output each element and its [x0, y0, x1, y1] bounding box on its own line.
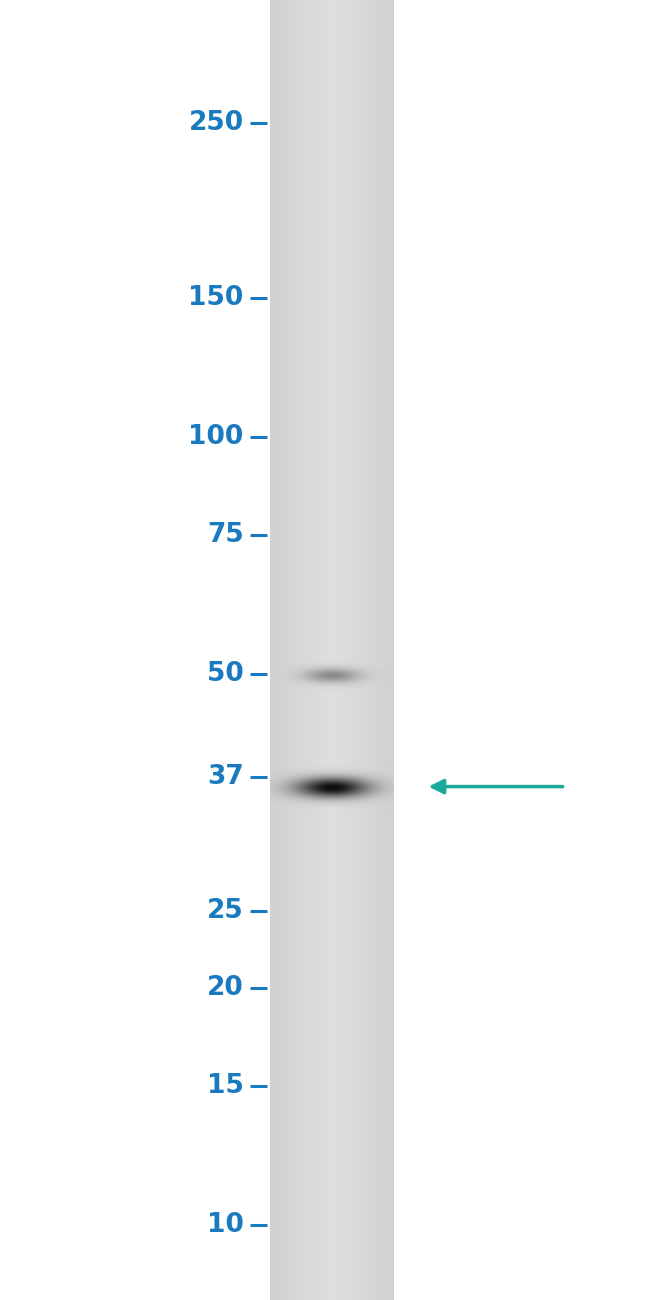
Text: 20: 20 — [207, 975, 244, 1001]
Text: 50: 50 — [207, 662, 244, 688]
Text: 10: 10 — [207, 1212, 244, 1238]
Text: 25: 25 — [207, 898, 244, 924]
Text: 75: 75 — [207, 523, 244, 549]
Text: 37: 37 — [207, 764, 244, 790]
Text: 15: 15 — [207, 1072, 244, 1098]
Text: 250: 250 — [188, 111, 244, 136]
Text: 150: 150 — [188, 285, 244, 311]
Text: 100: 100 — [188, 424, 244, 450]
